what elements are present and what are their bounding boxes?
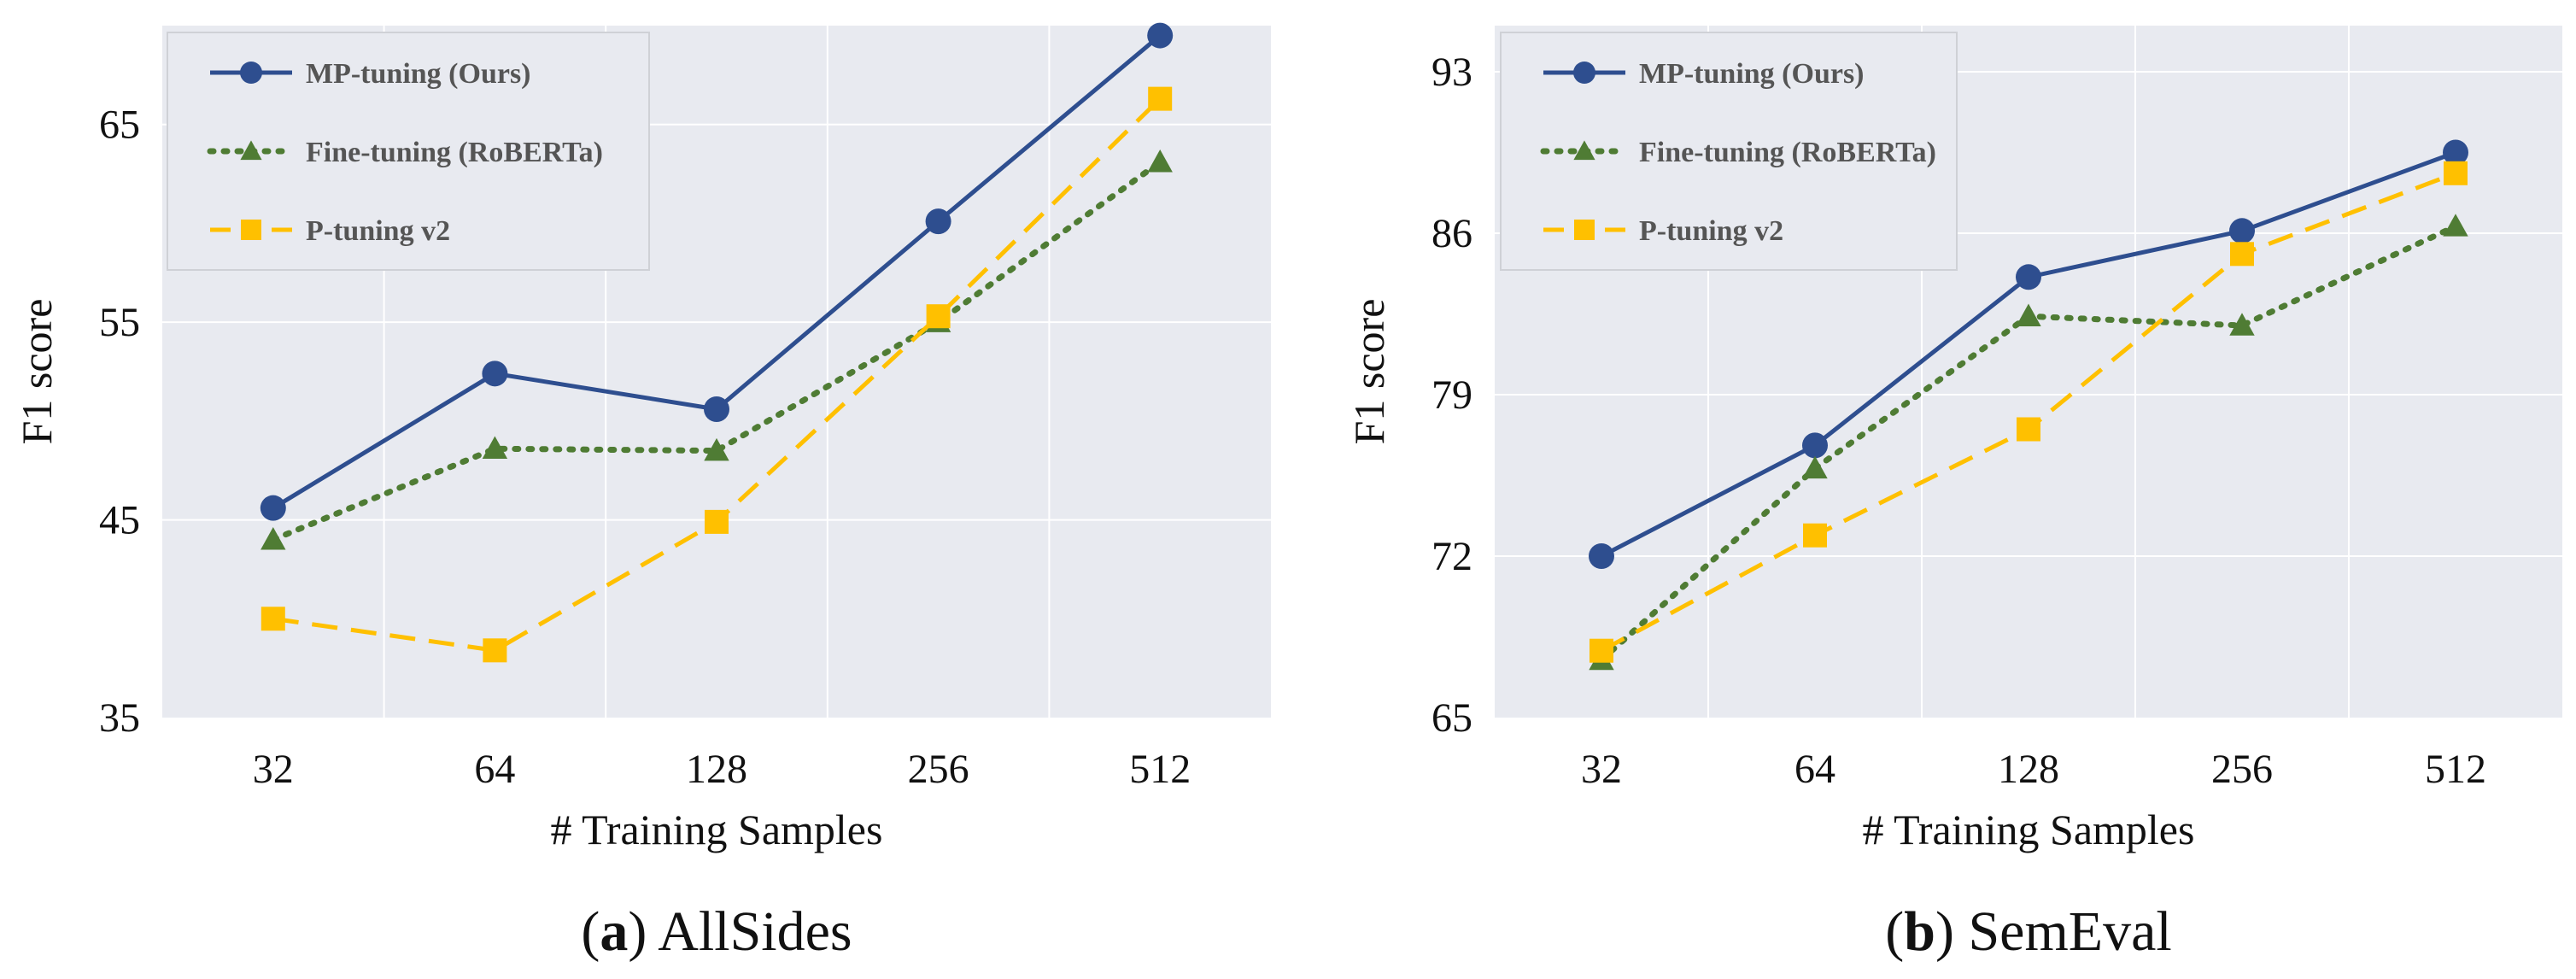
y-tick-label: 55 xyxy=(99,300,140,345)
y-tick-label: 65 xyxy=(1431,695,1472,741)
legend-marker-square xyxy=(241,220,261,240)
data-point xyxy=(2016,264,2041,290)
y-tick-label: 45 xyxy=(99,498,140,543)
data-point xyxy=(2229,313,2255,336)
legend-marker-square xyxy=(1574,220,1595,240)
y-tick-label: 72 xyxy=(1431,534,1472,579)
data-point xyxy=(483,638,507,663)
data-point xyxy=(926,304,951,329)
series-circle xyxy=(260,22,1174,521)
data-point xyxy=(2444,161,2468,185)
x-tick-label: 64 xyxy=(1794,747,1835,792)
y-tick-label: 65 xyxy=(99,103,140,148)
data-point xyxy=(2443,214,2468,237)
x-tick-label: 128 xyxy=(1998,747,2059,792)
legend-marker-triangle xyxy=(1573,140,1595,161)
legend-label: MP-tuning (Ours) xyxy=(306,58,531,90)
data-point xyxy=(2443,139,2468,166)
panel-caption: (a) AllSides xyxy=(581,900,852,963)
data-point xyxy=(1803,523,1827,548)
series-square xyxy=(1590,161,2468,663)
series-square xyxy=(261,86,1173,663)
data-point xyxy=(2016,303,2041,326)
x-tick-label: 512 xyxy=(2425,747,2486,792)
legend-label: P-tuning v2 xyxy=(1639,215,1783,247)
data-point xyxy=(705,509,729,534)
data-point xyxy=(2229,218,2255,244)
legend-marker-circle xyxy=(240,62,262,84)
caption-panel-letter: a xyxy=(600,900,628,963)
series-line xyxy=(270,159,1163,543)
data-point xyxy=(482,436,508,460)
legend-marker-circle xyxy=(1573,62,1595,84)
y-axis-title: F1 score xyxy=(1345,299,1393,445)
legend: MP-tuning (Ours) Fine-tuning (RoBERTa) P-t… xyxy=(167,32,650,271)
legend-label: P-tuning v2 xyxy=(306,215,450,247)
data-point xyxy=(1802,432,1828,459)
data-point xyxy=(482,361,508,387)
y-tick-label: 86 xyxy=(1431,211,1472,256)
data-point xyxy=(1589,543,1614,569)
caption-panel-letter: b xyxy=(1904,900,1935,963)
legend: MP-tuning (Ours) Fine-tuning (RoBERTa) P-t… xyxy=(1500,32,1958,271)
chart-panel-a: 35 45 55 65 32 64 128 256 512 # Training Samples F… xyxy=(13,22,1271,963)
caption-paren: ) xyxy=(628,900,658,963)
data-point xyxy=(704,437,729,461)
caption-paren: ) xyxy=(1935,900,1968,963)
legend-label: Fine-tuning (RoBERTa) xyxy=(306,137,603,168)
x-tick-label: 32 xyxy=(1581,747,1622,792)
data-point xyxy=(1802,455,1828,479)
x-axis-title: # Training Samples xyxy=(551,806,883,853)
legend-label: MP-tuning (Ours) xyxy=(1639,58,1865,90)
caption-title: SemEval xyxy=(1968,900,2171,963)
data-point xyxy=(2230,242,2254,267)
data-point xyxy=(261,527,286,550)
x-tick-label: 256 xyxy=(908,747,969,792)
series-circle xyxy=(1589,139,2468,569)
x-tick-label: 256 xyxy=(2211,747,2273,792)
data-point xyxy=(925,208,951,235)
legend-marker-triangle xyxy=(240,140,262,161)
y-tick-label: 79 xyxy=(1431,372,1472,418)
caption-title: AllSides xyxy=(658,900,852,963)
x-tick-label: 64 xyxy=(474,747,515,792)
data-point xyxy=(1148,86,1173,111)
panel-caption: (b) SemEval xyxy=(1885,900,2171,963)
x-tick-label: 512 xyxy=(1129,747,1191,792)
data-point xyxy=(704,396,729,422)
data-point xyxy=(1147,149,1173,173)
data-point xyxy=(260,495,286,521)
y-tick-label: 35 xyxy=(99,695,140,741)
data-point xyxy=(2017,417,2040,442)
x-tick-label: 32 xyxy=(253,747,294,792)
caption-paren: ( xyxy=(1885,900,1904,963)
y-tick-label: 93 xyxy=(1431,50,1472,95)
x-axis-title: # Training Samples xyxy=(1863,806,2195,853)
data-point xyxy=(261,607,285,631)
series-triangle xyxy=(1589,214,2468,671)
chart-panel-b: 65 72 79 86 93 32 64 128 256 512 # Training Sample… xyxy=(1345,26,2562,963)
caption-paren: ( xyxy=(581,900,600,963)
legend-label: Fine-tuning (RoBERTa) xyxy=(1639,137,1936,168)
x-tick-label: 128 xyxy=(686,747,747,792)
data-point xyxy=(1147,22,1174,49)
y-axis-title: F1 score xyxy=(13,299,61,445)
data-point xyxy=(1590,638,1613,663)
